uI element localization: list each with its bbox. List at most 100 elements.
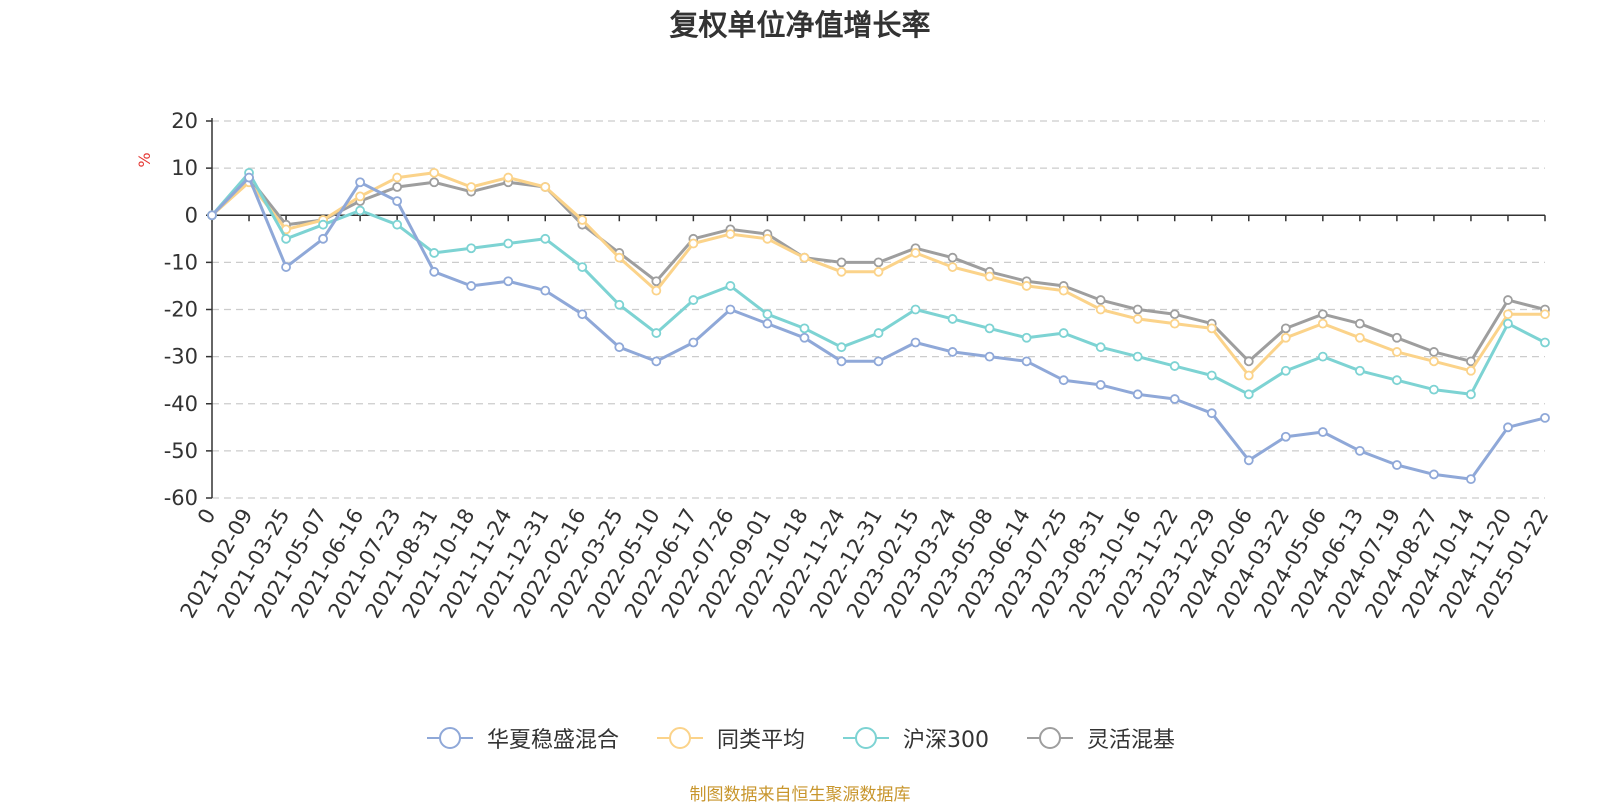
data-point-series-3[interactable] xyxy=(503,238,514,249)
data-point-series-3[interactable] xyxy=(725,281,736,291)
data-point-series-2[interactable] xyxy=(1095,304,1106,315)
data-point-series-3[interactable] xyxy=(1243,389,1254,400)
data-point-series-1[interactable] xyxy=(614,342,625,353)
data-point-series-4[interactable] xyxy=(1503,295,1513,305)
data-point-series-2[interactable] xyxy=(540,182,551,192)
legend-item-series-1[interactable]: 华夏稳盛混合 xyxy=(425,722,619,754)
data-point-series-2[interactable] xyxy=(1466,365,1476,376)
data-point-series-3[interactable] xyxy=(1021,332,1032,343)
legend-item-series-2[interactable]: 同类平均 xyxy=(655,722,805,754)
data-point-series-3[interactable] xyxy=(651,328,662,338)
data-point-series-3[interactable] xyxy=(466,243,477,254)
data-point-series-2[interactable] xyxy=(1132,314,1143,324)
data-point-series-3[interactable] xyxy=(762,309,773,320)
data-point-series-2[interactable] xyxy=(1540,309,1550,320)
data-point-series-2[interactable] xyxy=(392,172,403,183)
data-point-series-3[interactable] xyxy=(1354,365,1365,376)
data-point-series-1[interactable] xyxy=(281,262,291,272)
data-point-series-1[interactable] xyxy=(1466,474,1476,485)
data-point-series-2[interactable] xyxy=(1058,285,1069,296)
data-point-series-2[interactable] xyxy=(614,252,625,263)
data-point-series-2[interactable] xyxy=(466,182,477,192)
data-point-series-3[interactable] xyxy=(1466,389,1476,400)
data-point-series-1[interactable] xyxy=(1391,460,1402,470)
data-point-series-1[interactable] xyxy=(873,356,884,367)
data-point-series-1[interactable] xyxy=(1169,394,1180,404)
data-point-series-2[interactable] xyxy=(910,248,921,258)
data-point-series-2[interactable] xyxy=(651,285,662,296)
data-point-series-4[interactable] xyxy=(1095,295,1106,305)
data-point-series-3[interactable] xyxy=(577,262,588,272)
data-point-series-1[interactable] xyxy=(651,356,662,367)
data-point-series-1[interactable] xyxy=(984,351,995,362)
data-point-series-2[interactable] xyxy=(503,172,514,183)
data-point-series-3[interactable] xyxy=(1503,318,1513,329)
data-point-series-2[interactable] xyxy=(1021,281,1032,291)
data-point-series-1[interactable] xyxy=(1132,389,1143,400)
data-point-series-1[interactable] xyxy=(1354,445,1365,456)
data-point-series-3[interactable] xyxy=(873,328,884,338)
data-point-series-1[interactable] xyxy=(725,304,736,315)
data-point-series-1[interactable] xyxy=(318,233,328,244)
data-point-series-1[interactable] xyxy=(503,276,514,287)
data-point-series-4[interactable] xyxy=(1280,323,1291,334)
data-point-series-3[interactable] xyxy=(984,323,995,334)
data-point-series-3[interactable] xyxy=(1317,351,1328,362)
data-point-series-4[interactable] xyxy=(836,257,847,268)
data-point-series-1[interactable] xyxy=(244,172,254,183)
data-point-series-2[interactable] xyxy=(836,266,847,277)
data-point-series-3[interactable] xyxy=(836,342,847,353)
data-point-series-2[interactable] xyxy=(1206,323,1217,334)
data-point-series-3[interactable] xyxy=(355,205,366,216)
data-point-series-2[interactable] xyxy=(1243,370,1254,381)
data-point-series-1[interactable] xyxy=(1206,408,1217,419)
data-point-series-2[interactable] xyxy=(873,266,884,277)
data-point-series-2[interactable] xyxy=(984,271,995,282)
data-point-series-4[interactable] xyxy=(1132,304,1143,315)
data-point-series-1[interactable] xyxy=(1317,427,1328,437)
data-point-series-1[interactable] xyxy=(1503,422,1513,433)
data-point-series-1[interactable] xyxy=(836,356,847,367)
data-point-series-3[interactable] xyxy=(799,323,810,334)
data-point-series-3[interactable] xyxy=(947,314,958,324)
data-point-series-3[interactable] xyxy=(540,233,551,244)
data-point-series-4[interactable] xyxy=(947,252,958,263)
data-point-series-2[interactable] xyxy=(947,262,958,272)
data-point-series-1[interactable] xyxy=(1021,356,1032,367)
data-point-series-3[interactable] xyxy=(281,233,291,244)
data-point-series-1[interactable] xyxy=(1095,379,1106,390)
data-point-series-1[interactable] xyxy=(466,281,477,291)
data-point-series-3[interactable] xyxy=(1132,351,1143,362)
legend-item-series-4[interactable]: 灵活混基 xyxy=(1025,722,1175,754)
data-point-series-1[interactable] xyxy=(910,337,921,348)
data-point-series-4[interactable] xyxy=(1466,356,1476,367)
data-point-series-4[interactable] xyxy=(873,257,884,268)
data-point-series-2[interactable] xyxy=(355,191,366,202)
data-point-series-1[interactable] xyxy=(1429,469,1439,480)
data-point-series-2[interactable] xyxy=(762,233,773,244)
data-point-series-1[interactable] xyxy=(1280,431,1291,442)
data-point-series-1[interactable] xyxy=(688,337,699,348)
data-point-series-2[interactable] xyxy=(688,238,699,249)
data-point-series-4[interactable] xyxy=(429,177,440,188)
data-point-series-2[interactable] xyxy=(1354,332,1365,343)
data-point-series-4[interactable] xyxy=(1243,356,1254,367)
data-point-series-4[interactable] xyxy=(1169,309,1180,320)
data-point-series-2[interactable] xyxy=(1169,318,1180,329)
data-point-series-2[interactable] xyxy=(429,167,440,178)
data-point-series-3[interactable] xyxy=(1391,375,1402,386)
data-point-series-1[interactable] xyxy=(207,210,217,221)
data-point-series-2[interactable] xyxy=(577,215,588,225)
data-point-series-3[interactable] xyxy=(429,248,440,258)
data-point-series-2[interactable] xyxy=(725,229,736,240)
data-point-series-1[interactable] xyxy=(540,285,551,296)
data-point-series-2[interactable] xyxy=(799,252,810,263)
data-point-series-4[interactable] xyxy=(651,276,662,287)
data-point-series-3[interactable] xyxy=(1169,361,1180,371)
data-point-series-4[interactable] xyxy=(392,182,403,192)
data-point-series-1[interactable] xyxy=(355,177,366,188)
data-point-series-2[interactable] xyxy=(1280,332,1291,343)
data-point-series-3[interactable] xyxy=(1206,370,1217,381)
data-point-series-2[interactable] xyxy=(1503,309,1513,320)
data-point-series-1[interactable] xyxy=(1058,375,1069,386)
